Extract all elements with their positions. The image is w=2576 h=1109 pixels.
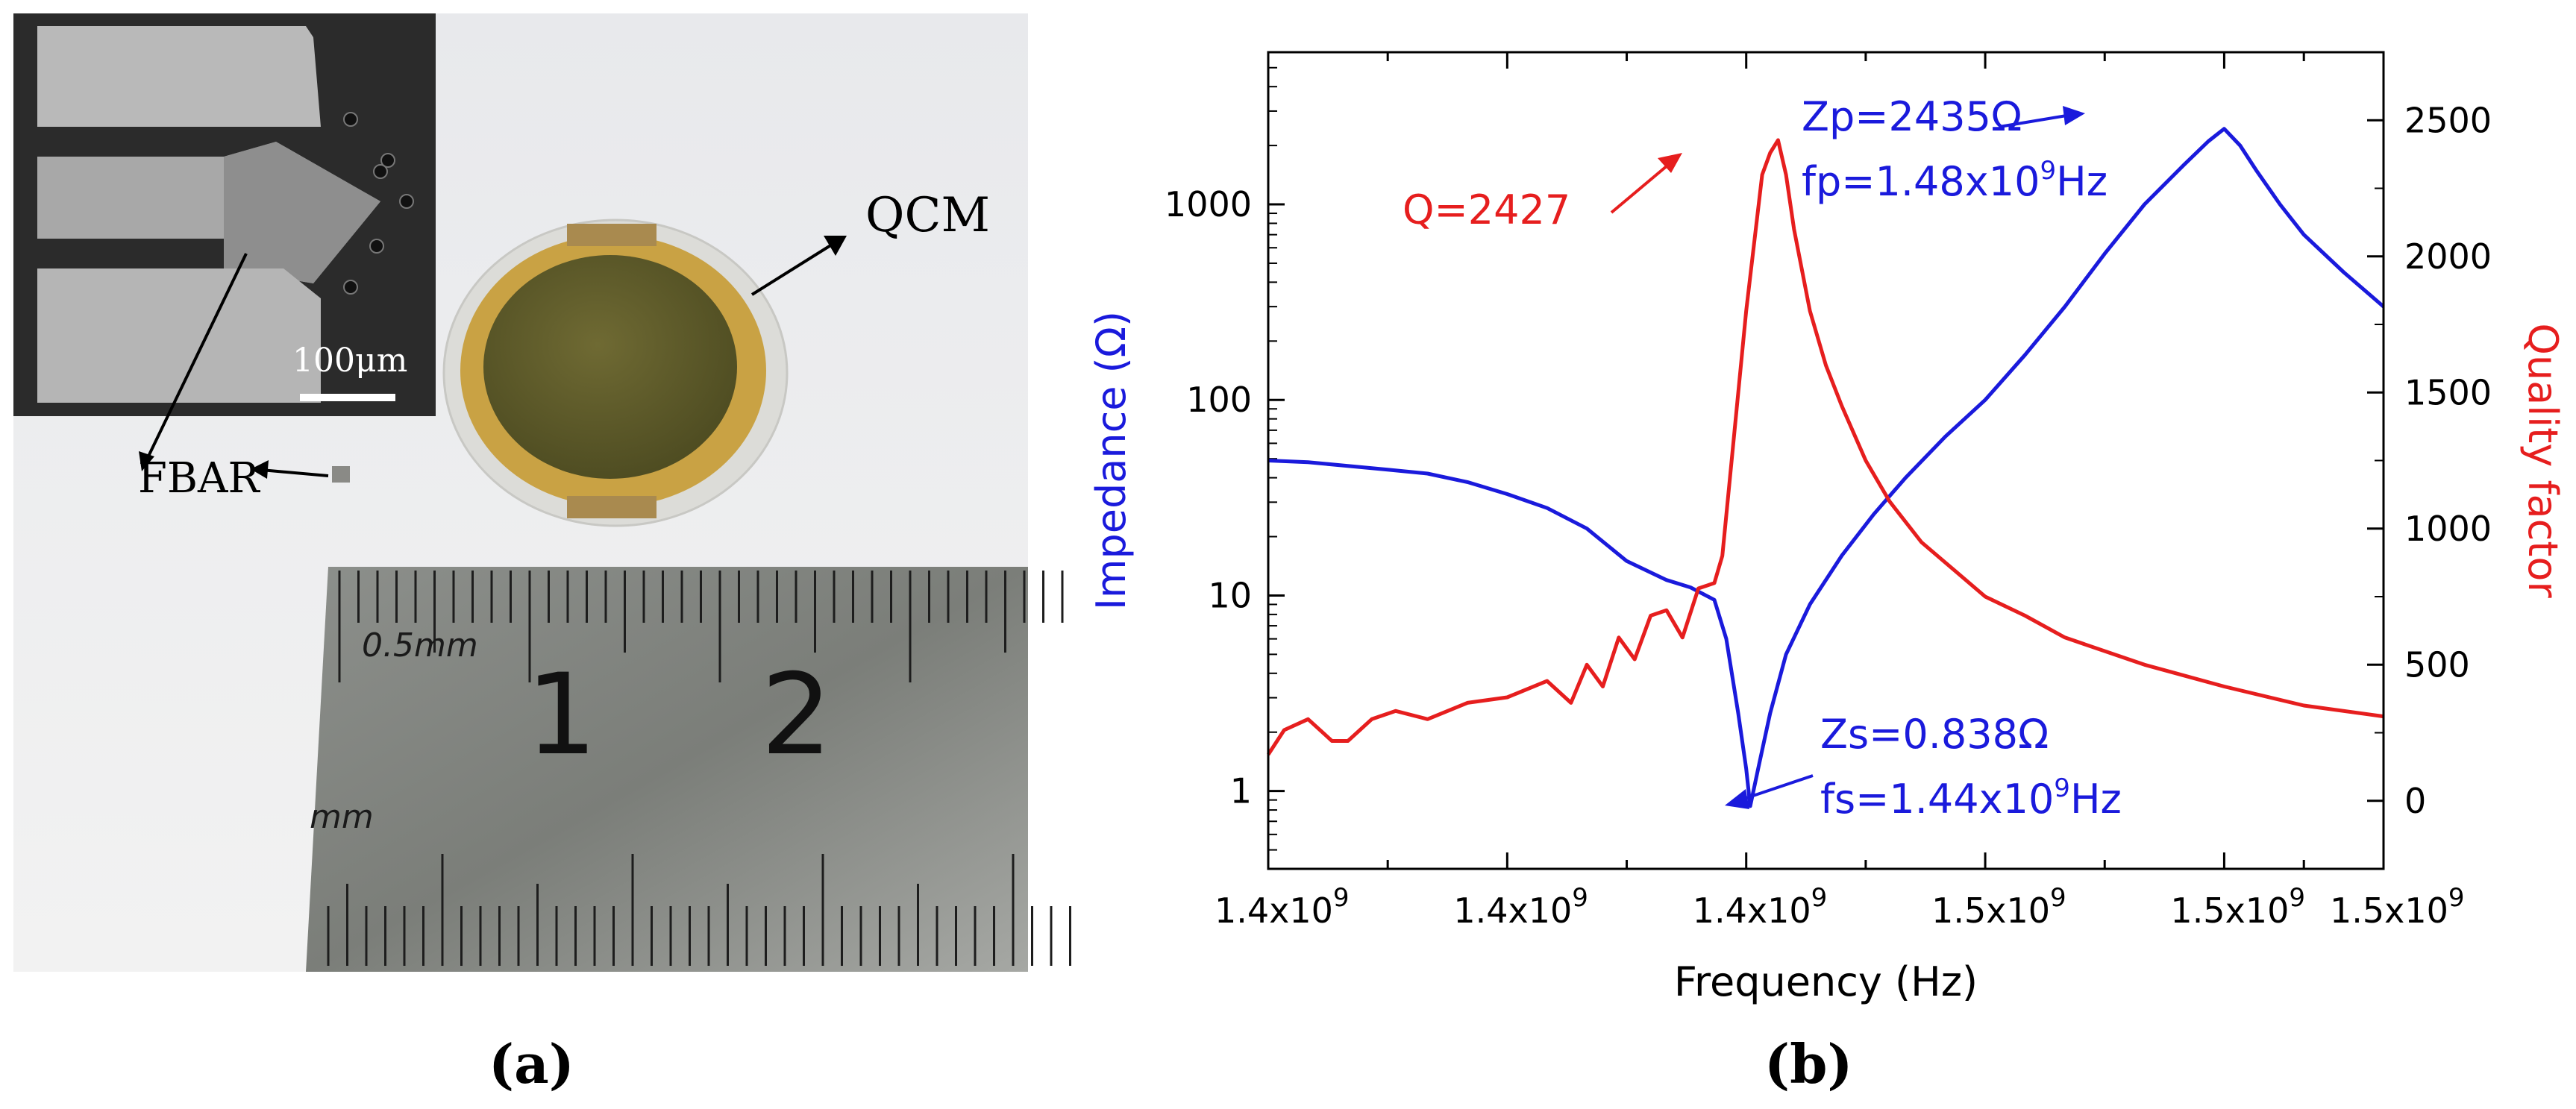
fs-annotation: fs=1.44x109Hz xyxy=(1820,773,2122,823)
y-right-tick-label: 1000 xyxy=(2404,509,2492,549)
ruler-unit-mm: mm xyxy=(310,798,374,836)
x-tick-label: 1.4x109 xyxy=(1693,883,1828,931)
zs-arrow xyxy=(1741,774,1814,801)
qcm-arrowhead xyxy=(824,236,847,256)
fbar-pointer-line xyxy=(144,253,248,463)
x-axis-title: Frequency (Hz) xyxy=(1674,958,1978,1005)
x-tick-label: 1.5x109 xyxy=(2330,883,2465,931)
x-tick-label: 1.5x109 xyxy=(2170,883,2305,931)
ruler-number-2: 2 xyxy=(761,650,832,780)
fbar-label-arrow xyxy=(260,468,329,477)
ruler-number-1: 1 xyxy=(526,650,597,780)
q-arrowhead xyxy=(1658,153,1682,173)
impedance-quality-chart: 1.4x109 1.4x109 1.4x109 1.5x109 1.5x109 1.5x1… xyxy=(1088,51,2566,1005)
qcm-crystal xyxy=(442,219,789,527)
q-annotation: Q=2427 xyxy=(1403,186,1570,233)
qcm-label: QCM xyxy=(865,188,990,243)
scale-bar xyxy=(300,394,395,401)
ruler-unit-small: 0.5mm xyxy=(362,626,478,665)
y-right-tick-label: 2500 xyxy=(2404,100,2492,140)
fbar-label: FBAR xyxy=(138,454,260,503)
y-right-tick-label: 2000 xyxy=(2404,236,2492,277)
x-tick-label: 1.5x109 xyxy=(1931,883,2066,931)
ruler: 0.5mm mm 1 2 xyxy=(306,567,1071,972)
fbar-pointer-arrowhead xyxy=(139,451,154,471)
zs-arrowhead xyxy=(1725,789,1749,809)
quality-factor-line xyxy=(1266,138,2384,756)
y-right-tick-label: 1500 xyxy=(2404,372,2492,412)
x-tick-label: 1.4x109 xyxy=(1453,883,1588,931)
y-left-tick-label: 10 xyxy=(1208,575,1252,615)
caption-a: (a) xyxy=(489,1032,574,1096)
qcm-arrow xyxy=(750,243,833,296)
y-left-tick-label: 1 xyxy=(1230,771,1252,811)
q-arrow xyxy=(1610,164,1669,214)
y-left-axis-title: Impedance (Ω) xyxy=(1088,311,1135,610)
zs-annotation: Zs=0.838Ω xyxy=(1820,711,2049,758)
x-tick-label: 1.4x109 xyxy=(1215,883,1350,931)
scale-bar-label: 100μm xyxy=(292,342,407,380)
panel-b-chart: 1.4x109 1.4x109 1.4x109 1.5x109 1.5x109 1.5x1… xyxy=(1088,51,2566,1096)
impedance-line xyxy=(1267,127,2385,808)
panel-a-photo: 0.5mm mm 1 2 100μm FBAR QCM (a) xyxy=(13,13,1071,1096)
zp-annotation: Zp=2435Ω xyxy=(1802,93,2022,140)
plot-frame xyxy=(1267,51,2385,870)
fbar-chip xyxy=(332,466,350,483)
y-right-tick-label: 500 xyxy=(2404,644,2470,685)
fbar-label-arrowhead xyxy=(251,460,269,479)
caption-b: (b) xyxy=(1764,1032,1852,1096)
y-right-axis-title: Quality factor xyxy=(2519,323,2566,598)
zp-arrow xyxy=(1999,114,2067,128)
y-left-tick-label: 1000 xyxy=(1165,184,1252,224)
y-left-tick-label: 100 xyxy=(1186,380,1252,420)
zp-arrowhead xyxy=(2063,106,2085,125)
fp-annotation: fp=1.48x109Hz xyxy=(1802,156,2108,205)
sem-inset: 100μm xyxy=(13,13,436,416)
y-right-tick-label: 0 xyxy=(2404,781,2426,821)
